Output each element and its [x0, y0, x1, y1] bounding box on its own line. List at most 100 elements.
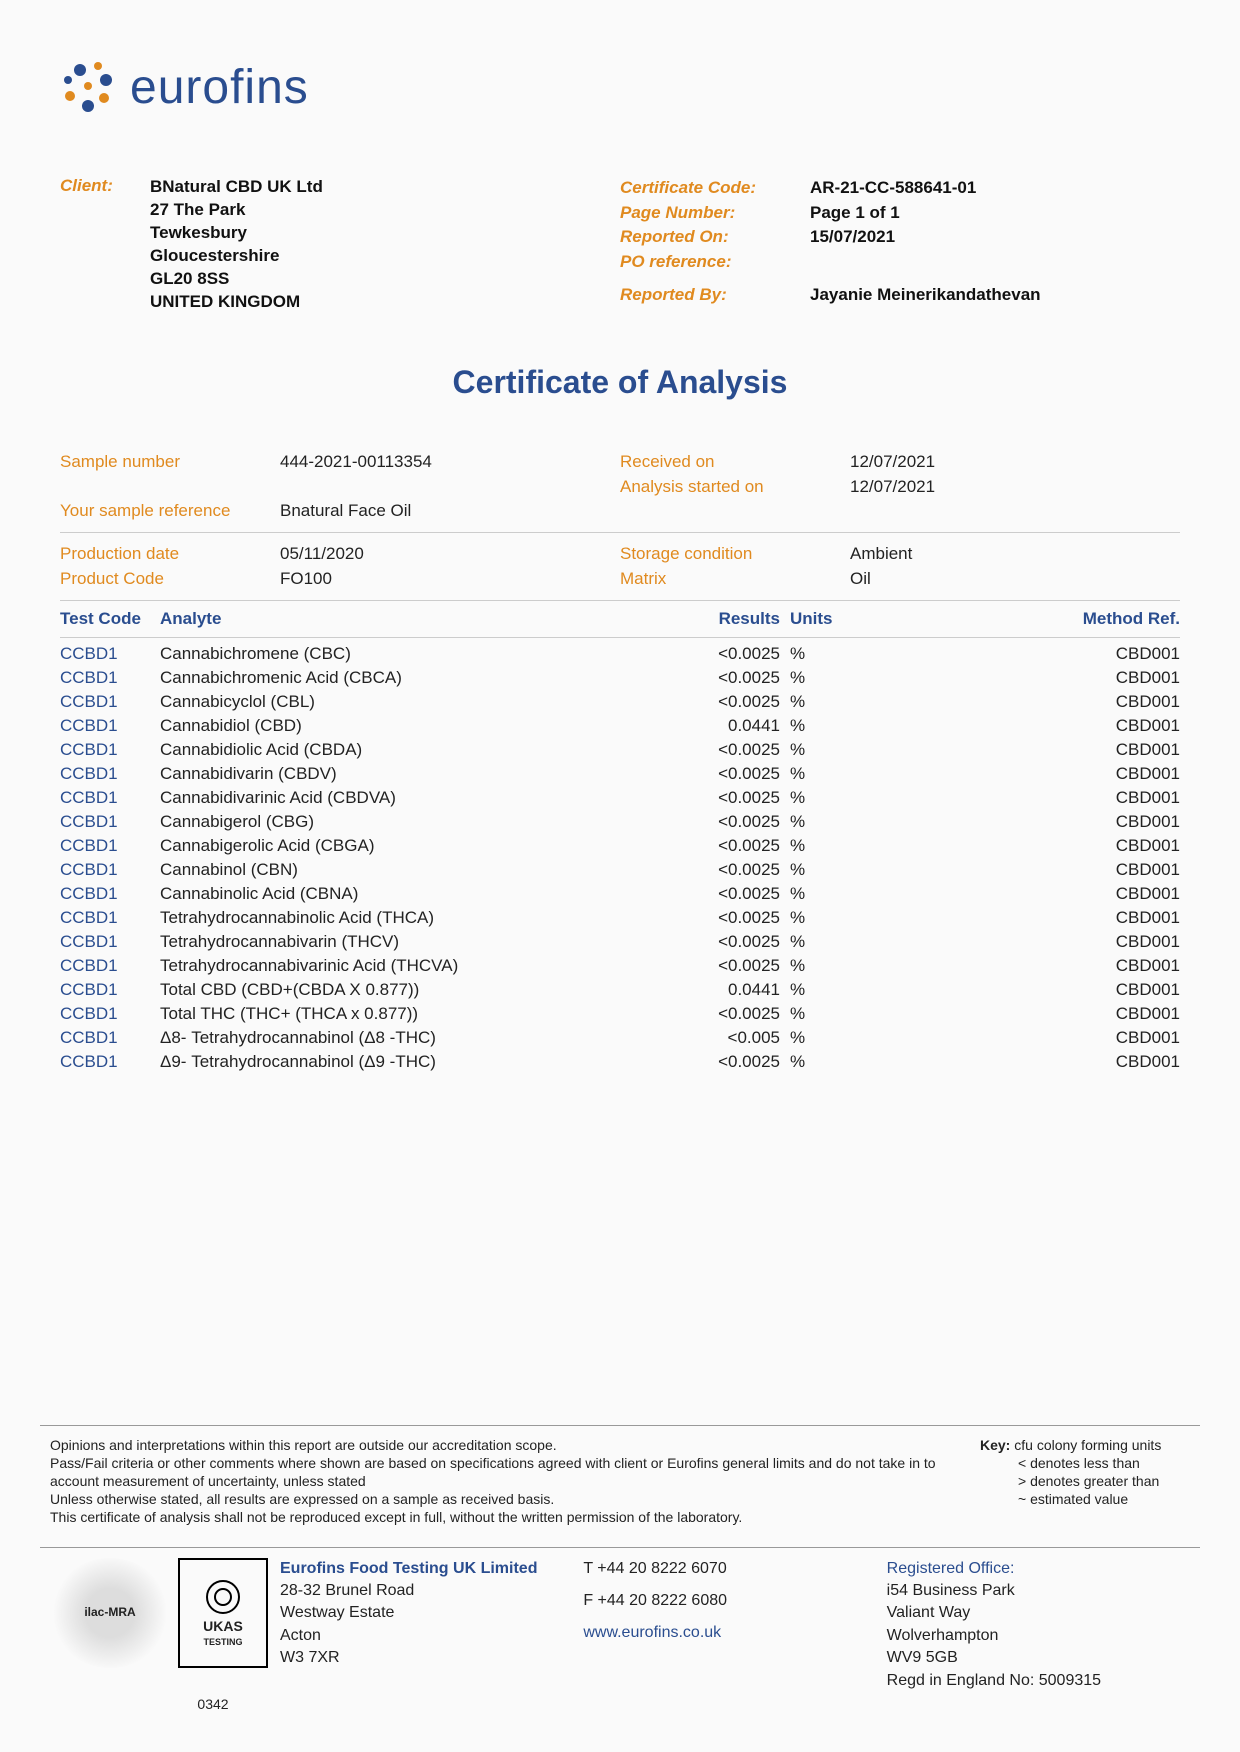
- meta-value: Jayanie Meinerikandathevan: [810, 283, 1041, 308]
- cell-units: %: [790, 764, 1050, 784]
- registered-line: Valiant Way: [887, 1602, 1190, 1624]
- cell-units: %: [790, 644, 1050, 664]
- th-method: Method Ref.: [1050, 609, 1180, 629]
- logo-icon: [60, 58, 118, 116]
- ilac-logo: ilac-MRA: [50, 1558, 170, 1668]
- cell-analyte: Cannabidiol (CBD): [160, 716, 680, 736]
- cell-test-code: CCBD1: [60, 908, 160, 928]
- sample-value: Ambient: [850, 544, 912, 563]
- sample-value: Oil: [850, 569, 871, 588]
- page-title: Certificate of Analysis: [40, 364, 1200, 401]
- table-row: CCBD1Tetrahydrocannabivarinic Acid (THCV…: [60, 954, 1180, 978]
- registered-line: i54 Business Park: [887, 1580, 1190, 1602]
- th-results: Results: [680, 609, 790, 629]
- company-name: Eurofins Food Testing UK Limited: [280, 1558, 583, 1580]
- cell-result: <0.0025: [680, 788, 790, 808]
- cell-units: %: [790, 1004, 1050, 1024]
- cell-units: %: [790, 1028, 1050, 1048]
- cell-method: CBD001: [1050, 884, 1180, 904]
- ukas-sub: TESTING: [203, 1636, 242, 1649]
- contact-info: T +44 20 8222 6070 F +44 20 8222 6080 ww…: [583, 1558, 886, 1692]
- table-row: CCBD1Cannabidivarinic Acid (CBDVA)<0.002…: [60, 786, 1180, 810]
- sample-label: Production date: [60, 541, 280, 567]
- meta-label: Page Number:: [620, 201, 810, 226]
- table-row: CCBD1Total CBD (CBD+(CBDA X 0.877))0.044…: [60, 978, 1180, 1002]
- meta-value: AR-21-CC-588641-01: [810, 176, 976, 201]
- cell-units: %: [790, 884, 1050, 904]
- meta-value: Page 1 of 1: [810, 201, 900, 226]
- client-label: Client:: [60, 176, 150, 314]
- cell-analyte: Tetrahydrocannabivarinic Acid (THCVA): [160, 956, 680, 976]
- key-item: < denotes less than: [980, 1455, 1140, 1471]
- results-table-header: Test Code Analyte Results Units Method R…: [60, 601, 1180, 638]
- table-row: CCBD1Δ8- Tetrahydrocannabinol (Δ8 -THC)<…: [60, 1026, 1180, 1050]
- cell-test-code: CCBD1: [60, 812, 160, 832]
- cell-method: CBD001: [1050, 980, 1180, 1000]
- footer: Opinions and interpretations within this…: [40, 1425, 1200, 1712]
- company-addr-line: W3 7XR: [280, 1647, 583, 1669]
- cell-units: %: [790, 740, 1050, 760]
- cell-method: CBD001: [1050, 740, 1180, 760]
- disclaimer-line: This certificate of analysis shall not b…: [50, 1508, 960, 1526]
- sample-value: 444-2021-00113354: [280, 452, 432, 471]
- table-row: CCBD1Tetrahydrocannabivarin (THCV)<0.002…: [60, 930, 1180, 954]
- key-legend: Key: cfu colony forming units < denotes …: [960, 1436, 1190, 1527]
- addr-line: BNatural CBD UK Ltd: [150, 176, 323, 199]
- cell-analyte: Cannabinolic Acid (CBNA): [160, 884, 680, 904]
- registered-title: Registered Office:: [887, 1558, 1190, 1580]
- ukas-text: UKAS: [203, 1617, 243, 1637]
- cell-analyte: Cannabichromenic Acid (CBCA): [160, 668, 680, 688]
- sample-value: 12/07/2021: [850, 477, 935, 496]
- sample-label: Storage condition: [620, 541, 850, 567]
- cell-test-code: CCBD1: [60, 956, 160, 976]
- cell-test-code: CCBD1: [60, 1052, 160, 1072]
- cell-analyte: Cannabidiolic Acid (CBDA): [160, 740, 680, 760]
- addr-line: Gloucestershire: [150, 245, 323, 268]
- cell-method: CBD001: [1050, 1052, 1180, 1072]
- cell-analyte: Cannabidivarin (CBDV): [160, 764, 680, 784]
- cell-result: <0.0025: [680, 812, 790, 832]
- sample-value: 05/11/2020: [280, 544, 364, 563]
- addr-line: Tewkesbury: [150, 222, 323, 245]
- cell-test-code: CCBD1: [60, 980, 160, 1000]
- cell-test-code: CCBD1: [60, 884, 160, 904]
- table-row: CCBD1Cannabidiol (CBD)0.0441%CBD001: [60, 714, 1180, 738]
- cell-method: CBD001: [1050, 692, 1180, 712]
- cell-test-code: CCBD1: [60, 644, 160, 664]
- cell-result: <0.0025: [680, 956, 790, 976]
- table-row: CCBD1Tetrahydrocannabinolic Acid (THCA)<…: [60, 906, 1180, 930]
- cell-units: %: [790, 788, 1050, 808]
- table-row: CCBD1Cannabigerol (CBG)<0.0025%CBD001: [60, 810, 1180, 834]
- company-addr-line: Acton: [280, 1625, 583, 1647]
- registered-office: Registered Office: i54 Business Park Val…: [887, 1558, 1190, 1692]
- sample-label: Product Code: [60, 566, 280, 592]
- key-item: > denotes greater than: [980, 1473, 1159, 1489]
- cell-analyte: Δ8- Tetrahydrocannabinol (Δ8 -THC): [160, 1028, 680, 1048]
- cell-analyte: Cannabinol (CBN): [160, 860, 680, 880]
- registered-line: Regd in England No: 5009315: [887, 1670, 1190, 1692]
- cell-method: CBD001: [1050, 836, 1180, 856]
- cell-analyte: Total THC (THC+ (THCA x 0.877)): [160, 1004, 680, 1024]
- ukas-logo: UKAS TESTING: [178, 1558, 268, 1668]
- disclaimer-line: Unless otherwise stated, all results are…: [50, 1490, 960, 1508]
- meta-value: 15/07/2021: [810, 225, 895, 250]
- cell-units: %: [790, 932, 1050, 952]
- cell-analyte: Cannabidivarinic Acid (CBDVA): [160, 788, 680, 808]
- cell-test-code: CCBD1: [60, 740, 160, 760]
- company-address: Eurofins Food Testing UK Limited 28-32 B…: [280, 1558, 583, 1692]
- cell-test-code: CCBD1: [60, 716, 160, 736]
- company-addr-line: Westway Estate: [280, 1602, 583, 1624]
- registered-line: WV9 5GB: [887, 1647, 1190, 1669]
- cell-method: CBD001: [1050, 932, 1180, 952]
- key-item: cfu colony forming units: [1014, 1437, 1161, 1453]
- cell-method: CBD001: [1050, 812, 1180, 832]
- addr-line: UNITED KINGDOM: [150, 291, 323, 314]
- cell-units: %: [790, 716, 1050, 736]
- cell-method: CBD001: [1050, 908, 1180, 928]
- cell-test-code: CCBD1: [60, 932, 160, 952]
- cell-units: %: [790, 692, 1050, 712]
- cell-test-code: CCBD1: [60, 788, 160, 808]
- contact-fax: F +44 20 8222 6080: [583, 1590, 886, 1612]
- cell-method: CBD001: [1050, 1004, 1180, 1024]
- cell-units: %: [790, 956, 1050, 976]
